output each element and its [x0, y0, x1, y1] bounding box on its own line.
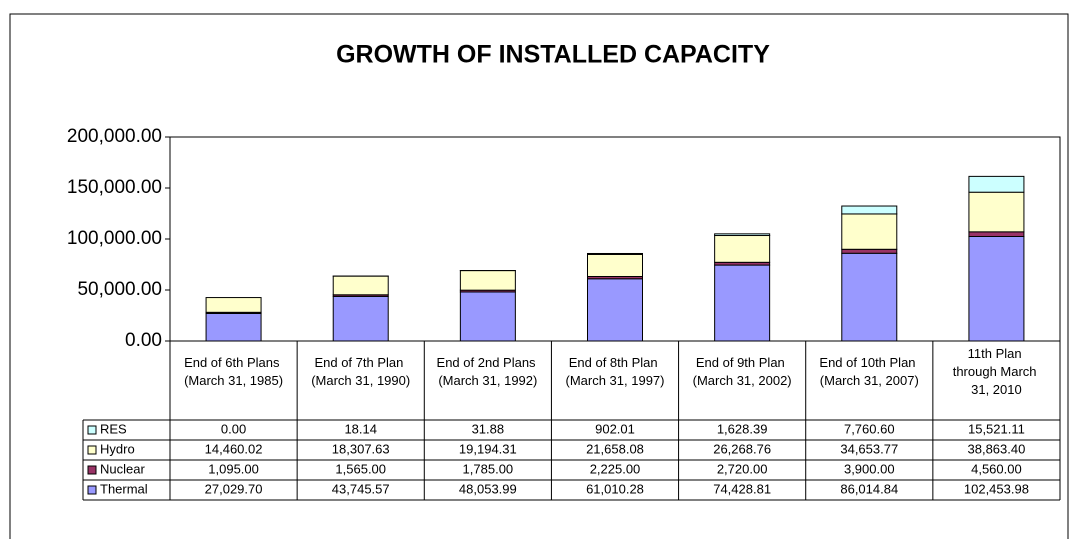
bar-segment	[332, 295, 389, 342]
bar-segment	[714, 235, 771, 263]
x-tick-label: End of 10th Plan (March 31, 2007)	[819, 355, 919, 388]
table-value: 19,194.31	[459, 441, 517, 456]
table-value: 34,653.77	[840, 441, 898, 456]
bar-segment	[205, 297, 262, 313]
table-value: 27,029.70	[205, 481, 263, 496]
bar-segment	[841, 252, 898, 342]
x-tick-label: End of 8th Plan (March 31, 1997)	[566, 355, 665, 388]
legend-label: Thermal	[100, 481, 148, 496]
bar-segment	[841, 248, 898, 254]
bar-segment	[841, 205, 898, 215]
legend-label: RES	[100, 421, 127, 436]
bar-segment	[968, 191, 1025, 233]
table-value: 15,521.11	[968, 421, 1025, 436]
table-value: 1,628.39	[717, 421, 768, 436]
bar-segment	[587, 253, 643, 278]
bar-segment	[459, 270, 516, 291]
legend-swatch	[87, 465, 97, 475]
legend-label: Nuclear	[100, 461, 145, 476]
table-value: 102,453.98	[964, 481, 1029, 496]
table-value: 43,745.57	[332, 481, 390, 496]
legend-swatch	[87, 425, 97, 435]
table-value: 18.14	[344, 421, 377, 436]
chart-title: GROWTH OF INSTALLED CAPACITY	[336, 41, 770, 69]
bar-segment	[205, 312, 262, 342]
bar-segment	[841, 213, 898, 250]
y-tick-label: 200,000.00	[67, 126, 162, 147]
table-value: 38,863.40	[968, 441, 1026, 456]
legend-label: Hydro	[100, 441, 135, 456]
bar-segment	[332, 275, 389, 296]
y-tick-label: 100,000.00	[67, 228, 162, 249]
table-value: 21,658.08	[586, 441, 644, 456]
bar-segment	[968, 231, 1025, 237]
table-value: 3,900.00	[844, 461, 895, 476]
table-value: 4,560.00	[971, 461, 1022, 476]
y-tick-label: 50,000.00	[77, 279, 162, 300]
legend-swatch	[87, 485, 97, 495]
table-value: 0.00	[221, 421, 246, 436]
table-value: 74,428.81	[713, 481, 771, 496]
table-value: 48,053.99	[459, 481, 517, 496]
table-value: 31.88	[472, 421, 505, 436]
y-tick-label: 0.00	[125, 330, 162, 351]
table-value: 1,095.00	[208, 461, 259, 476]
legend-swatch	[87, 445, 97, 455]
table-value: 1,565.00	[335, 461, 386, 476]
bar-segment	[587, 252, 643, 255]
table-value: 7,760.60	[844, 421, 895, 436]
x-tick-label: End of 7th Plan (March 31, 1990)	[311, 355, 410, 388]
y-tick-label: 150,000.00	[67, 177, 162, 198]
bar-segment	[714, 264, 771, 342]
bar-segment	[714, 233, 771, 237]
table-value: 26,268.76	[713, 441, 771, 456]
x-tick-label: End of 9th Plan (March 31, 2002)	[693, 355, 792, 388]
table-value: 14,460.02	[205, 441, 263, 456]
table-value: 2,720.00	[717, 461, 768, 476]
bar-segment	[587, 278, 643, 342]
bar-segment	[459, 291, 516, 342]
table-value: 86,014.84	[840, 481, 898, 496]
table-value: 2,225.00	[590, 461, 641, 476]
table-value: 61,010.28	[586, 481, 644, 496]
x-tick-label: End of 6th Plans (March 31, 1985)	[184, 355, 283, 388]
bar-segment	[968, 175, 1025, 193]
table-value: 902.01	[595, 421, 635, 436]
table-value: 18,307.63	[332, 441, 390, 456]
table-value: 1,785.00	[463, 461, 514, 476]
bar-segment	[968, 235, 1025, 342]
x-tick-label: 11th Plan through March 31, 2010	[953, 346, 1040, 397]
x-tick-label: End of 2nd Plans (March 31, 1992)	[437, 355, 540, 388]
